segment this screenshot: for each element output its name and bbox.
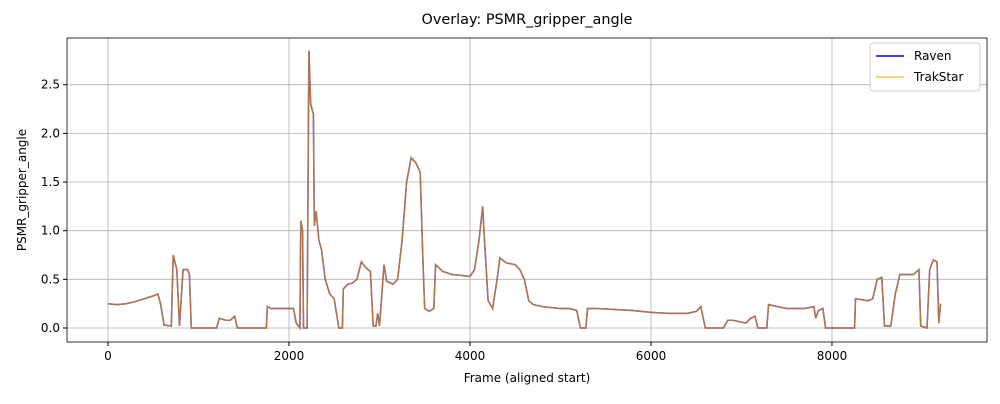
plot-frame <box>66 37 988 343</box>
y-tick-label: 2.0 <box>41 126 60 140</box>
legend-label: TrakStar <box>913 70 963 84</box>
x-tick-label: 6000 <box>636 349 667 363</box>
y-tick-label: 2.5 <box>41 78 60 92</box>
x-tick-label: 8000 <box>817 349 848 363</box>
x-tick-label: 4000 <box>455 349 486 363</box>
y-tick-label: 1.5 <box>41 175 60 189</box>
x-tick-label: 0 <box>104 349 112 363</box>
x-tick-label: 2000 <box>274 349 305 363</box>
y-tick-label: 0.0 <box>41 321 60 335</box>
series-line <box>107 50 942 331</box>
series-line <box>107 50 942 331</box>
chart-title: Overlay: PSMR_gripper_angle <box>422 12 633 28</box>
legend-box <box>869 42 981 92</box>
legend-label: Raven <box>914 49 952 63</box>
x-axis-label: Frame (aligned start) <box>464 371 591 385</box>
y-tick-label: 1.0 <box>41 224 60 238</box>
y-axis-label: PSMR_gripper_angle <box>15 129 29 251</box>
y-tick-label: 0.5 <box>41 272 60 286</box>
